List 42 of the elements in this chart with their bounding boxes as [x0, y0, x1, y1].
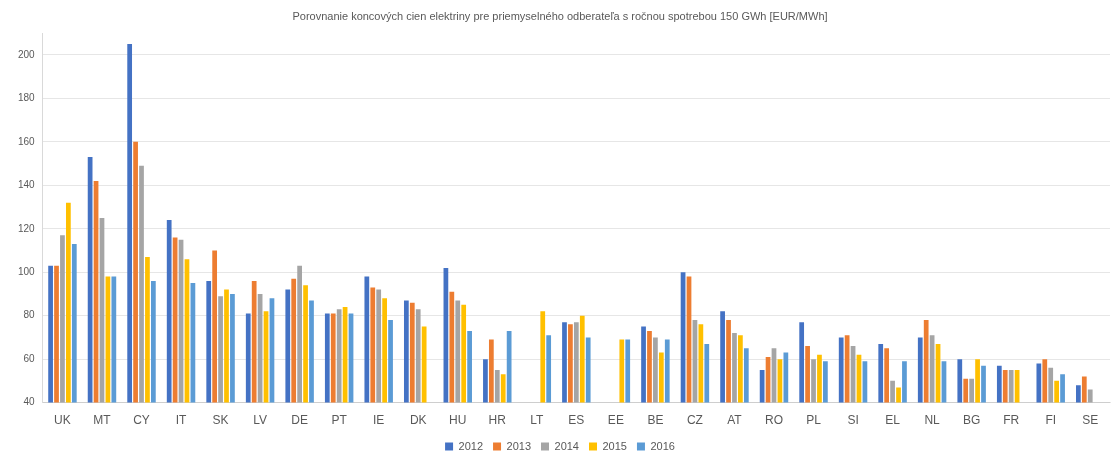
y-tick-label: 80	[23, 309, 36, 321]
y-tick-label: 100	[18, 265, 36, 277]
x-tick-label: PL	[806, 413, 822, 428]
x-tick-label: AT	[727, 413, 743, 428]
y-tick-label: 60	[23, 352, 36, 364]
x-tick-label: LT	[530, 413, 545, 428]
y-tick-label: 160	[18, 135, 36, 147]
legend-label: 2015	[602, 439, 627, 452]
legend-label: 2014	[554, 439, 579, 452]
legend-label: 2013	[506, 439, 532, 452]
x-tick-label: UK	[54, 413, 71, 428]
x-tick-label: BE	[647, 413, 664, 428]
x-tick-label: DE	[291, 413, 308, 428]
y-tick-label: 120	[18, 222, 36, 234]
x-tick-label: RO	[764, 413, 783, 428]
y-tick-label: 40	[23, 396, 36, 408]
x-tick-label: LV	[253, 413, 267, 428]
chart-title: Porovnanie koncových cien elektriny pre priemyselného odberateľa s ročnou spotrebou 150 GWh [EUR/MWh]	[292, 9, 828, 22]
x-tick-label: SK	[212, 413, 229, 428]
x-tick-label: HR	[488, 413, 507, 428]
legend-label: 2016	[650, 439, 675, 452]
x-tick-label: FI	[1045, 413, 1057, 428]
x-tick-label: SE	[1082, 413, 1099, 428]
x-tick-label: PT	[331, 413, 348, 428]
x-tick-label: EL	[885, 413, 901, 428]
x-tick-label: CZ	[686, 413, 703, 428]
x-tick-label: MT	[93, 413, 112, 428]
x-tick-label: SI	[847, 413, 859, 428]
x-tick-label: IE	[373, 413, 385, 428]
x-tick-label: EE	[607, 413, 624, 428]
x-tick-label: CY	[133, 413, 150, 428]
x-tick-label: FR	[1003, 413, 1020, 428]
x-tick-label: BG	[962, 413, 981, 428]
y-tick-label: 180	[18, 92, 36, 104]
x-tick-label: DK	[409, 413, 427, 428]
y-tick-label: 140	[18, 179, 36, 191]
x-tick-label: ES	[568, 413, 585, 428]
x-tick-label: IT	[175, 413, 188, 428]
x-tick-label: HU	[449, 413, 467, 428]
y-tick-label: 200	[18, 48, 36, 60]
legend-label: 2012	[458, 439, 484, 452]
x-tick-label: NL	[924, 413, 941, 428]
